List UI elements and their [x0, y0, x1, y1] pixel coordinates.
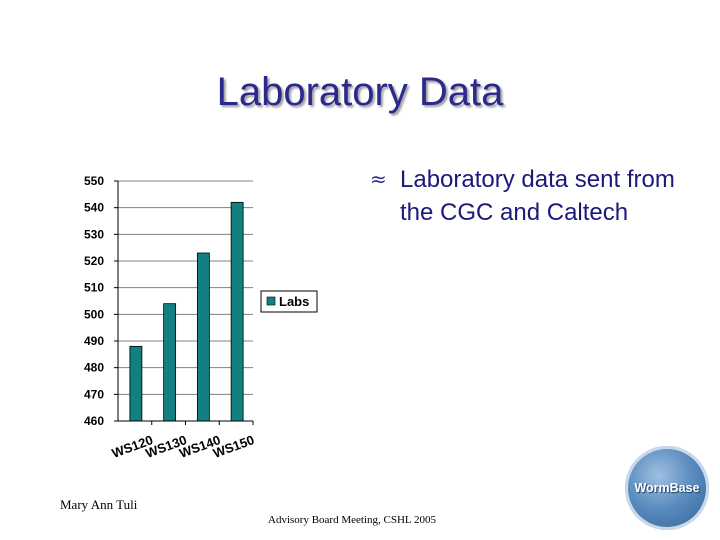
chart-axes: [117, 181, 253, 422]
legend-box: [260, 290, 318, 313]
y-tick-label: 520: [84, 254, 104, 268]
y-tick-label: 540: [84, 201, 104, 215]
legend-swatch: [266, 296, 276, 306]
y-tick-label: 470: [84, 387, 104, 401]
bar-ws150: [230, 201, 244, 422]
y-tick-label: 500: [84, 307, 104, 321]
bar-ws120: [129, 345, 143, 422]
y-tick-label: 460: [84, 414, 104, 428]
y-axis-tick-labels: 460 470 480 490 500 510 520 530 540 550: [84, 174, 118, 428]
bar-ws130: [163, 303, 177, 422]
y-tick-label: 530: [84, 227, 104, 241]
logo-text: WormBase: [634, 481, 700, 495]
wormbase-logo: WormBase: [625, 446, 709, 530]
bullet-text: Laboratory data sent from the CGC and Ca…: [400, 166, 675, 226]
y-tick-label: 550: [84, 174, 104, 188]
slide-title: Laboratory Data: [216, 70, 504, 114]
chart-legend: Labs: [260, 290, 318, 313]
chart-bars: [129, 201, 244, 422]
footer-event: Advisory Board Meeting, CSHL 2005: [268, 514, 436, 526]
legend-label: Labs: [279, 294, 309, 309]
y-tick-label: 490: [84, 334, 104, 348]
bullet-symbol: ≈: [370, 167, 387, 191]
bar-ws140: [196, 252, 210, 422]
y-tick-label: 480: [84, 361, 104, 375]
y-tick-label: 510: [84, 281, 104, 295]
footer-author: Mary Ann Tuli: [60, 497, 138, 512]
